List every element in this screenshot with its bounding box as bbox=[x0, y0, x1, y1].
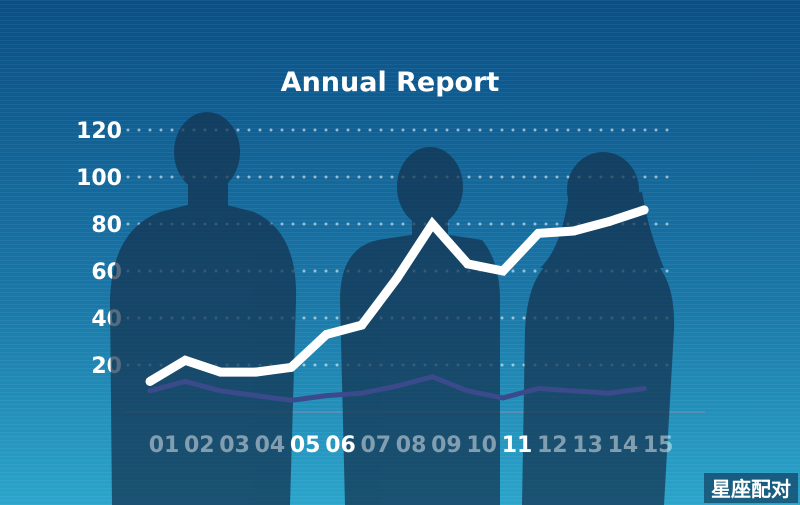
data-point bbox=[324, 393, 329, 399]
data-point bbox=[145, 376, 155, 386]
data-point bbox=[251, 367, 261, 377]
data-point bbox=[322, 329, 331, 339]
x-tick-label: 13 bbox=[572, 433, 603, 458]
data-point bbox=[498, 266, 508, 276]
x-tick-label: 08 bbox=[396, 433, 427, 458]
data-point bbox=[288, 397, 294, 403]
data-point bbox=[218, 388, 224, 394]
x-tick-label: 02 bbox=[184, 433, 215, 458]
x-tick-label: 15 bbox=[643, 433, 674, 458]
x-tick-label: 14 bbox=[608, 433, 639, 458]
data-point bbox=[182, 378, 188, 384]
data-point bbox=[427, 219, 437, 229]
data-point bbox=[180, 355, 190, 365]
data-point bbox=[571, 388, 577, 394]
x-tick-label: 05 bbox=[290, 433, 321, 458]
data-point bbox=[429, 374, 435, 380]
data-point bbox=[500, 395, 506, 401]
data-point bbox=[392, 273, 402, 283]
watermark-box bbox=[704, 473, 798, 503]
person-left-silhouette bbox=[110, 112, 297, 505]
data-point bbox=[641, 386, 647, 391]
x-tick-label: 01 bbox=[149, 433, 180, 458]
data-point bbox=[359, 390, 365, 396]
x-axis-ticks: 01 02 03 04 05 06 07 08 09 10 11 12 13 14 15 bbox=[149, 433, 674, 458]
x-tick-label: 03 bbox=[219, 433, 250, 458]
x-tick-label: 04 bbox=[255, 433, 286, 458]
x-tick-label: 10 bbox=[466, 433, 497, 458]
y-tick-label: 120 bbox=[76, 119, 122, 144]
data-point bbox=[533, 228, 543, 238]
data-point bbox=[286, 362, 296, 372]
x-tick-label: 11 bbox=[502, 433, 533, 458]
series-lines bbox=[145, 205, 649, 403]
x-tick-label: 06 bbox=[325, 433, 356, 458]
chart-title: Annual Report bbox=[281, 67, 500, 98]
data-point bbox=[606, 390, 612, 396]
data-point bbox=[604, 217, 614, 227]
watermark: 星座配对 bbox=[704, 473, 798, 503]
x-tick-label: 07 bbox=[360, 433, 391, 458]
data-point bbox=[535, 386, 541, 391]
data-point bbox=[357, 320, 367, 330]
data-point bbox=[569, 226, 579, 236]
watermark-text: 星座配对 bbox=[711, 477, 791, 501]
data-point bbox=[639, 205, 649, 215]
data-point bbox=[463, 259, 473, 269]
data-point bbox=[253, 393, 259, 399]
y-tick-label: 100 bbox=[76, 166, 122, 191]
data-point bbox=[394, 383, 400, 389]
y-tick-label: 80 bbox=[91, 213, 122, 238]
x-tick-label: 12 bbox=[537, 433, 568, 458]
data-point bbox=[216, 367, 226, 377]
x-tick-label: 09 bbox=[431, 433, 462, 458]
data-point bbox=[147, 388, 153, 394]
data-point bbox=[465, 388, 471, 394]
